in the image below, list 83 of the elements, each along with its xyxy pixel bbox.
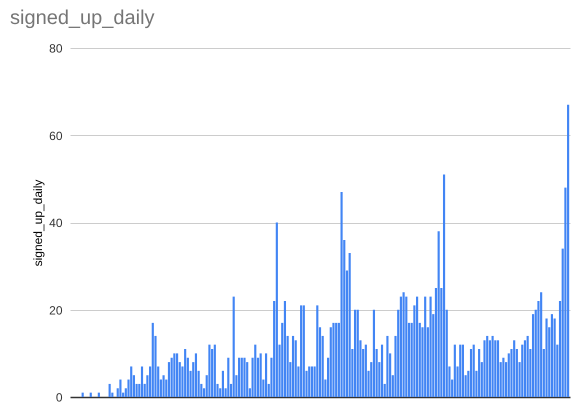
bar bbox=[130, 366, 132, 397]
chart-title: signed_up_daily bbox=[10, 7, 155, 29]
bar bbox=[238, 358, 240, 397]
bar bbox=[243, 358, 246, 397]
y-tick-label: 80 bbox=[49, 42, 63, 56]
bar bbox=[284, 301, 286, 397]
bar bbox=[222, 370, 224, 397]
bar bbox=[356, 310, 359, 397]
bar bbox=[108, 384, 111, 397]
bar bbox=[276, 222, 278, 397]
y-tick-label: 60 bbox=[49, 128, 63, 143]
bar bbox=[98, 392, 100, 397]
bar bbox=[300, 305, 302, 397]
bar bbox=[483, 340, 486, 397]
bar bbox=[310, 366, 313, 397]
bar bbox=[176, 353, 178, 397]
bar bbox=[400, 296, 402, 397]
bar bbox=[254, 344, 256, 397]
bar bbox=[308, 366, 310, 397]
bar bbox=[424, 296, 426, 397]
bar bbox=[405, 296, 408, 397]
bar bbox=[532, 314, 534, 397]
bar bbox=[554, 318, 556, 397]
bar bbox=[330, 327, 332, 397]
bar bbox=[540, 292, 542, 397]
y-tick-label: 40 bbox=[49, 216, 63, 230]
bar bbox=[294, 340, 297, 397]
bar bbox=[194, 353, 198, 397]
bar bbox=[372, 310, 376, 397]
bar bbox=[524, 340, 526, 397]
bar bbox=[488, 340, 491, 397]
bar bbox=[364, 344, 367, 397]
bar bbox=[454, 344, 456, 397]
bar bbox=[545, 318, 548, 397]
bar bbox=[302, 305, 305, 397]
bar bbox=[264, 353, 268, 397]
bar bbox=[335, 322, 338, 397]
bar bbox=[316, 305, 318, 397]
bar bbox=[340, 192, 343, 397]
bar bbox=[496, 340, 500, 397]
bar bbox=[521, 344, 524, 397]
bar bbox=[416, 296, 418, 397]
bar bbox=[214, 344, 216, 397]
bar bbox=[526, 336, 529, 397]
bar bbox=[438, 231, 440, 397]
bar bbox=[550, 314, 554, 397]
y-tick-label: 20 bbox=[49, 303, 63, 318]
bar bbox=[462, 344, 464, 397]
bar bbox=[508, 353, 510, 397]
bar bbox=[292, 336, 294, 397]
bar bbox=[119, 380, 122, 397]
bar bbox=[208, 344, 211, 397]
bar bbox=[332, 322, 335, 397]
bar bbox=[492, 336, 494, 397]
bar bbox=[459, 344, 462, 397]
bar bbox=[472, 344, 475, 397]
bar bbox=[402, 292, 405, 397]
bar bbox=[442, 174, 446, 397]
bar bbox=[494, 340, 496, 397]
bar bbox=[184, 349, 186, 397]
bar bbox=[386, 336, 388, 397]
bar bbox=[227, 358, 230, 397]
bar bbox=[567, 104, 570, 397]
bar bbox=[82, 392, 84, 397]
bar bbox=[486, 336, 488, 397]
bar bbox=[513, 340, 516, 397]
bar bbox=[380, 344, 384, 397]
bar bbox=[240, 358, 243, 397]
bar bbox=[173, 353, 176, 397]
bar bbox=[90, 392, 92, 397]
bar bbox=[170, 358, 173, 397]
bar bbox=[478, 349, 480, 397]
bar bbox=[502, 358, 504, 397]
bar bbox=[348, 253, 351, 397]
bar bbox=[260, 353, 262, 397]
bar bbox=[429, 296, 432, 397]
y-tick-label: 0 bbox=[56, 390, 63, 404]
bar bbox=[354, 310, 356, 397]
bar bbox=[232, 296, 235, 397]
y-axis-title: signed_up_daily bbox=[31, 180, 46, 266]
bar bbox=[162, 375, 165, 397]
bar bbox=[152, 322, 154, 397]
bar bbox=[140, 366, 144, 397]
